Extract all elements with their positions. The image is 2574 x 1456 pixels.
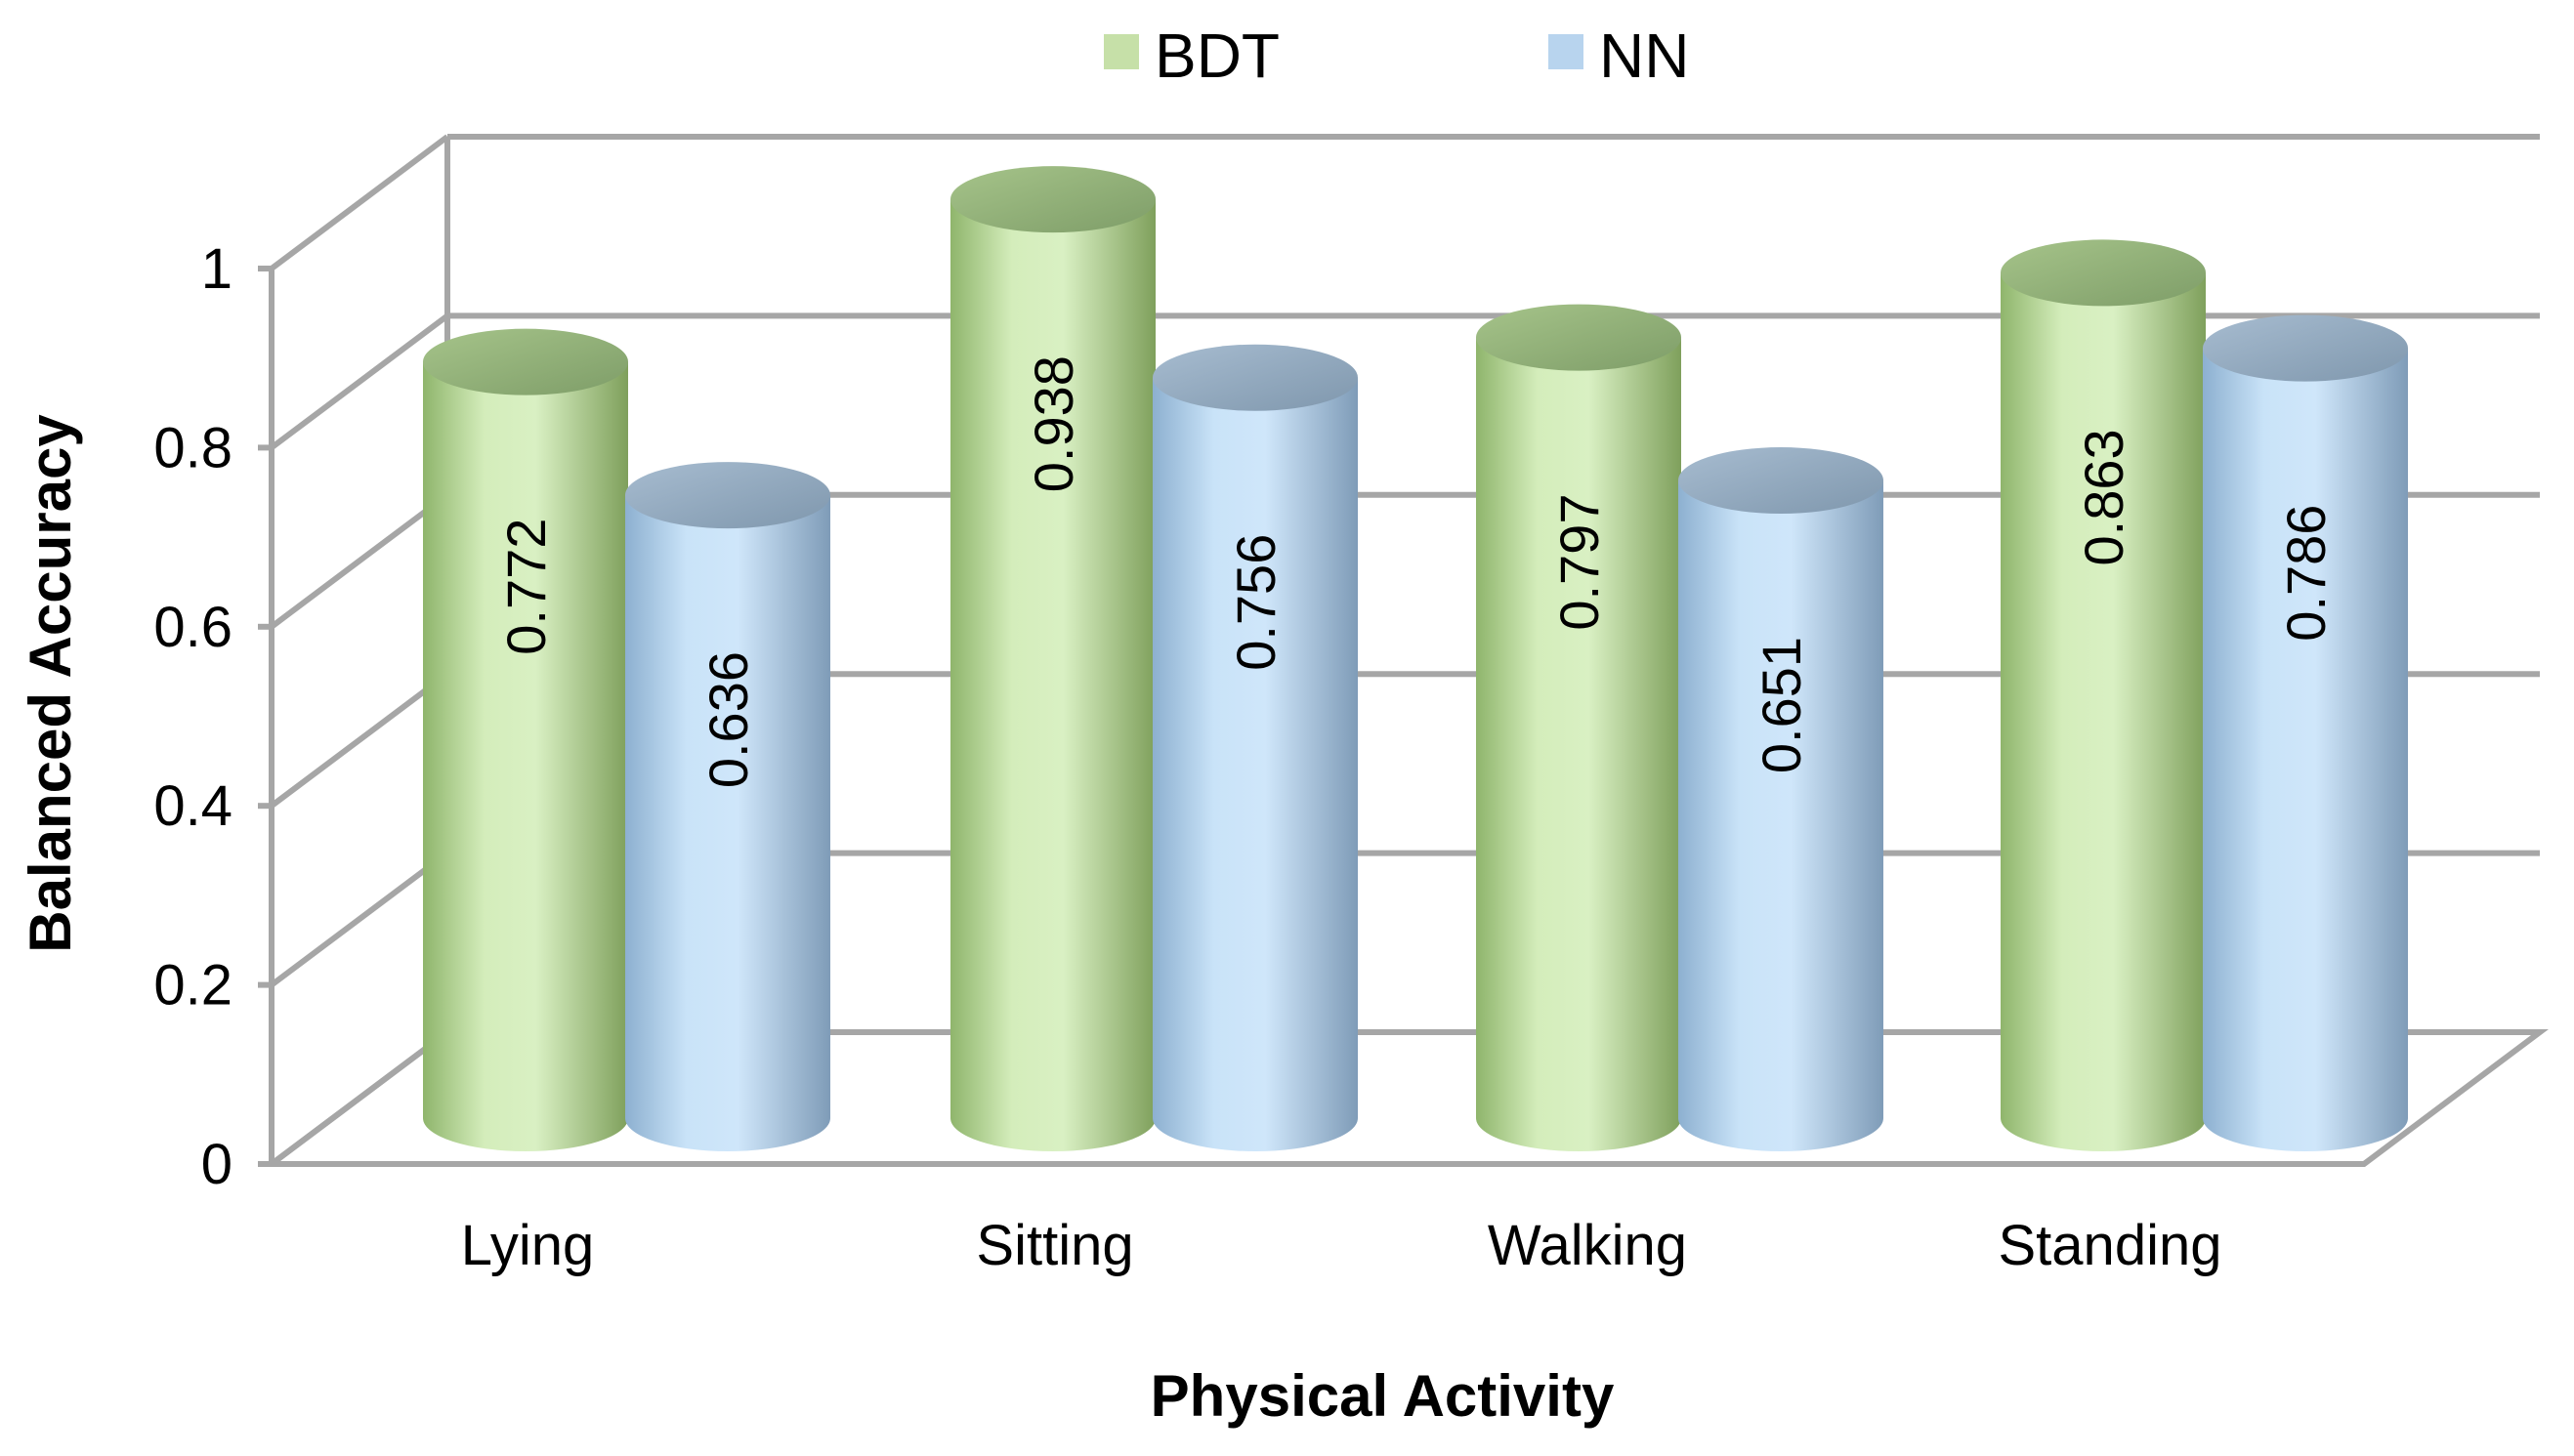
y-tick-label: 0.4 xyxy=(153,774,232,838)
data-label: 0.651 xyxy=(1751,637,1812,773)
bar-body xyxy=(2203,348,2408,1152)
legend-label-bdt: BDT xyxy=(1155,21,1280,91)
gridline-side xyxy=(270,671,449,809)
x-tick-label: Sitting xyxy=(976,1214,1133,1277)
y-axis-title: Balanced Accuracy xyxy=(18,414,83,953)
y-tick-label: 0 xyxy=(201,1133,232,1196)
bar-nn-walking: 0.651 xyxy=(1678,447,1883,1151)
gridline-side xyxy=(270,851,449,987)
x-axis-title: Physical Activity xyxy=(1151,1363,1615,1429)
bar-bdt-sitting: 0.938 xyxy=(950,166,1156,1151)
bar-top xyxy=(950,166,1156,233)
data-label: 0.636 xyxy=(697,651,759,788)
bar-nn-lying: 0.636 xyxy=(625,462,830,1151)
gridline-side xyxy=(270,134,449,271)
y-tick-label: 0.2 xyxy=(153,954,232,1018)
bar-body xyxy=(1476,337,1681,1151)
bar-nn-standing: 0.786 xyxy=(2203,314,2408,1152)
bar-body xyxy=(950,199,1156,1151)
bar-body xyxy=(1153,377,1358,1151)
data-label: 0.786 xyxy=(2275,505,2337,642)
bar-body xyxy=(1678,480,1883,1151)
bar-top xyxy=(1678,447,1883,515)
bar-top xyxy=(2001,239,2206,307)
bar-body xyxy=(2001,272,2206,1151)
gridline-side xyxy=(270,1029,449,1167)
data-label: 0.797 xyxy=(1548,494,1610,631)
legend-swatch-nn xyxy=(1548,34,1583,69)
x-tick-labels: Lying Sitting Walking Standing xyxy=(461,1214,2222,1277)
y-tick-label: 1 xyxy=(201,237,232,301)
y-tick-labels: 0 0.2 0.4 0.6 0.8 1 xyxy=(153,237,232,1196)
bar-top xyxy=(1476,304,1681,371)
legend-swatch-bdt xyxy=(1104,34,1139,69)
bar-bdt-walking: 0.797 xyxy=(1476,304,1681,1151)
data-label: 0.938 xyxy=(1023,355,1084,492)
data-label: 0.772 xyxy=(495,519,557,655)
bar-top xyxy=(2203,314,2408,382)
bar-top xyxy=(423,328,628,395)
x-tick-label: Lying xyxy=(461,1214,595,1277)
bars-layer: 0.772 0.636 0.938 0.756 0.797 0.651 0.863 0.786 xyxy=(423,166,2408,1152)
gridline-side xyxy=(270,312,449,450)
bar-top xyxy=(625,462,830,529)
x-tick-label: Standing xyxy=(1999,1214,2222,1277)
bar-bdt-standing: 0.863 xyxy=(2001,239,2206,1151)
bar-bdt-lying: 0.772 xyxy=(423,328,628,1152)
x-tick-label: Walking xyxy=(1488,1214,1687,1277)
bar-body xyxy=(625,495,830,1151)
bar-top xyxy=(1153,344,1358,411)
data-label: 0.756 xyxy=(1225,534,1287,671)
gridline-side xyxy=(270,492,449,630)
legend: BDT NN xyxy=(1104,21,1689,91)
y-tick-label: 0.6 xyxy=(153,596,232,659)
bar-body xyxy=(423,361,628,1152)
data-label: 0.863 xyxy=(2073,429,2134,565)
legend-label-nn: NN xyxy=(1599,21,1689,91)
y-tick-label: 0.8 xyxy=(153,416,232,479)
bar-nn-sitting: 0.756 xyxy=(1153,344,1358,1151)
